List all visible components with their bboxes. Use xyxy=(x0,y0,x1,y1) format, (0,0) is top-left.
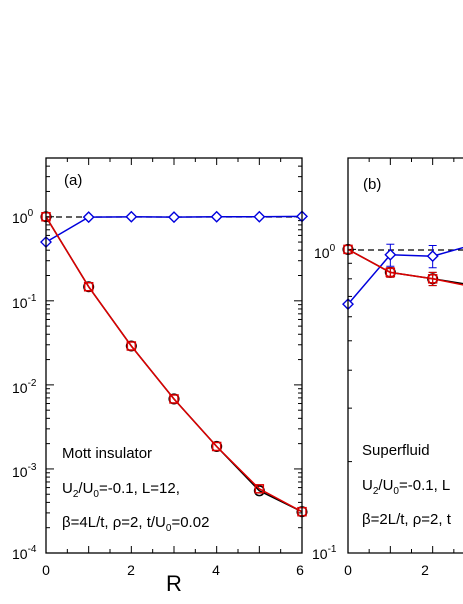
panel-a-frame xyxy=(45,157,303,554)
panel-b-phase: Superfluid xyxy=(362,442,430,459)
panel-a-label: (a) xyxy=(64,172,82,189)
panel-a-ytick-label-2: 10-2 xyxy=(12,378,37,396)
panel-a-xtick-label-3: 6 xyxy=(296,562,304,578)
panel-a-series-0-point xyxy=(82,211,95,224)
panel-b-series-0-point xyxy=(384,248,397,261)
panel-b-xtick-label-0: 0 xyxy=(344,562,352,578)
panel-a-series-2-point xyxy=(126,341,137,351)
panel-b: (b) Superfluid U2/U0=-0.1, L β=2L/t, ρ=2… xyxy=(312,157,463,578)
panel-b-series-2-line xyxy=(347,248,463,286)
panel-a-series-2-point xyxy=(254,484,265,494)
panel-a-series-1-point xyxy=(83,281,95,293)
panel-b-series-0-point xyxy=(426,250,439,263)
panel-a-params-line2: U2/U0=-0.1, L=12, xyxy=(62,480,180,500)
panel-b-series xyxy=(342,243,463,311)
panel-a-series-1-line xyxy=(45,216,303,513)
panel-a-series-2-point xyxy=(169,394,179,404)
panel-a-params-line3: β=4L/t, ρ=2, t/U0=0.02 xyxy=(62,514,209,534)
panel-a-series-0-point xyxy=(253,210,266,223)
panel-b-label: (b) xyxy=(363,176,381,193)
panel-a-series-0-point xyxy=(168,211,180,224)
panel-a-series-1-point xyxy=(211,440,223,453)
panel-b-params-line2: U2/U0=-0.1, L xyxy=(362,477,450,497)
panel-a-ytick-label-0: 100 xyxy=(12,208,34,226)
panel-a-series-0-point xyxy=(125,210,138,223)
panel-a-series-2-point xyxy=(83,282,94,292)
panel-a-xlabel: R xyxy=(166,571,182,596)
panel-a-ytick-label-4: 10-4 xyxy=(12,544,37,562)
panel-b-series-2-point xyxy=(385,267,396,278)
panel-a-ytick-label-3: 10-3 xyxy=(12,462,37,480)
panel-b-xtick-label-1: 2 xyxy=(421,562,429,578)
panel-a-ticks xyxy=(45,157,303,554)
panel-b-params-line3: β=2L/t, ρ=2, t xyxy=(362,511,452,528)
panel-b-ytick-label-1: 10-1 xyxy=(312,544,337,562)
panel-b-ytick-label-0: 100 xyxy=(314,243,336,261)
panel-a-ytick-label-1: 10-1 xyxy=(12,293,37,311)
panel-a-series-1-point xyxy=(125,340,137,352)
panel-a-series-1-point xyxy=(168,393,180,405)
panel-b-series-0-line xyxy=(347,246,463,305)
panel-a-xtick-label-1: 2 xyxy=(127,562,135,578)
panel-a: (a) Mott insulator U2/U0=-0.1, L=12, β=4… xyxy=(12,157,308,596)
panel-a-xtick-label-2: 4 xyxy=(212,562,220,578)
panel-b-frame xyxy=(347,157,463,554)
panel-a-phase: Mott insulator xyxy=(62,445,152,462)
panel-a-series-2-line xyxy=(45,216,303,513)
panel-b-series-2-point xyxy=(427,274,438,284)
panel-a-series-2-point xyxy=(211,441,222,452)
panel-a-xtick-label-0: 0 xyxy=(42,562,50,578)
panel-a-series xyxy=(40,210,308,518)
panel-a-series-0-point xyxy=(210,210,223,223)
